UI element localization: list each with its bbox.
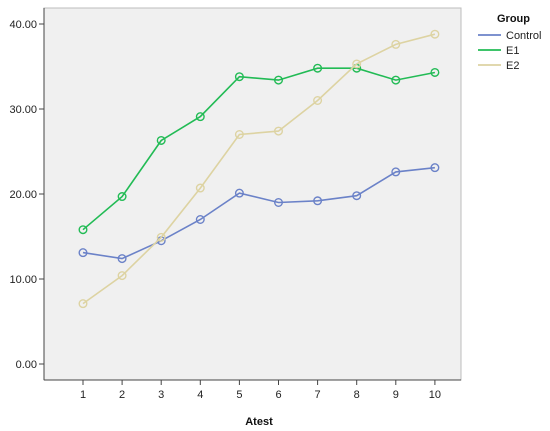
- x-tick-label: 6: [275, 389, 281, 401]
- data-point-e1: [195, 112, 205, 122]
- data-point-e1: [78, 225, 88, 235]
- x-axis: 1 2 3 4 5 6 7 8 9 10: [44, 379, 461, 401]
- data-point-control: [78, 248, 88, 258]
- data-point-e1: [430, 67, 440, 77]
- data-point-control: [391, 167, 401, 177]
- data-point-e1: [391, 75, 401, 85]
- y-axis: 0.00 10.00 20.00 30.00 40.00: [9, 8, 45, 380]
- x-tick-label: 9: [393, 389, 399, 401]
- data-point-e1: [117, 192, 127, 202]
- legend-item-e2: E2: [478, 60, 519, 72]
- x-tick-label: 1: [80, 389, 86, 401]
- y-tick-label: 0.00: [16, 359, 37, 371]
- data-point-control: [274, 197, 284, 207]
- series-line-control: [82, 166, 435, 260]
- y-tick-label: 20.00: [9, 189, 37, 201]
- data-point-control: [313, 196, 323, 206]
- data-point-e2: [156, 232, 166, 242]
- legend-title: Group: [497, 13, 530, 25]
- series-layer: [78, 29, 440, 309]
- plot-area: [43, 7, 462, 381]
- data-point-e2: [117, 271, 127, 281]
- x-tick-label: 7: [315, 389, 321, 401]
- legend-item-e1: E1: [478, 45, 519, 57]
- series-e1: [78, 63, 440, 235]
- x-tick-label: 10: [429, 389, 441, 401]
- legend-label: Control: [506, 30, 541, 42]
- data-point-e2: [78, 299, 88, 309]
- x-tick-label: 5: [236, 389, 242, 401]
- legend-item-control: Control: [478, 30, 541, 42]
- data-point-control: [430, 163, 440, 173]
- x-tick-label: 4: [197, 389, 203, 401]
- x-tick-label: 3: [158, 389, 164, 401]
- data-point-e2: [391, 39, 401, 49]
- data-point-e2: [430, 29, 440, 39]
- series-line-e2: [82, 33, 436, 305]
- x-axis-title: Atest: [245, 416, 273, 428]
- series-e2: [78, 29, 440, 309]
- data-point-e2: [313, 95, 323, 105]
- y-tick-label: 10.00: [9, 274, 37, 286]
- legend-label: E1: [506, 45, 519, 57]
- legend: Group Control E1 E2: [478, 13, 541, 72]
- series-control: [78, 163, 440, 264]
- data-point-e1: [234, 72, 244, 82]
- y-tick-label: 30.00: [9, 104, 37, 116]
- data-point-e2: [195, 183, 205, 193]
- data-point-e2: [274, 126, 284, 136]
- data-point-e2: [234, 129, 244, 139]
- data-point-e2: [352, 59, 362, 69]
- data-point-e1: [313, 63, 323, 73]
- legend-label: E2: [506, 60, 519, 72]
- data-point-control: [195, 214, 205, 224]
- data-point-e1: [156, 135, 166, 145]
- data-point-control: [352, 191, 362, 201]
- data-point-control: [117, 254, 127, 264]
- data-point-e1: [274, 75, 284, 85]
- x-tick-label: 8: [354, 389, 360, 401]
- data-point-control: [234, 188, 244, 198]
- x-tick-label: 2: [119, 389, 125, 401]
- y-tick-label: 40.00: [9, 19, 37, 31]
- series-line-e1: [82, 67, 436, 231]
